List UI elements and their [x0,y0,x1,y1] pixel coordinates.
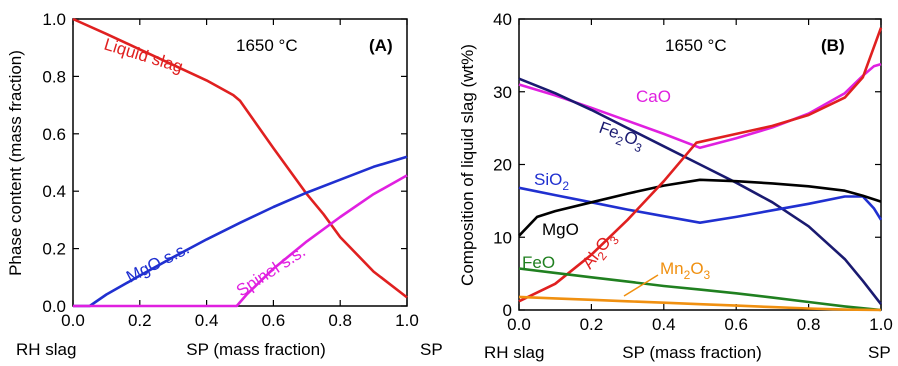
panel-b-series-sio2 [518,186,883,224]
panel-b-label-fe2o3: Fe2O3 [595,118,647,156]
panel-b-series-mn2o3 [518,295,882,312]
panel-b-label-cao: CaO [636,87,671,106]
sio2-main: SiO [534,170,562,189]
panel-a-right-end-label: SP [420,340,443,359]
panel-b-label-feo: FeO [522,253,555,272]
panel-b-xtick-label: 0.0 [507,315,531,334]
panel-b-ytick-label: 30 [493,83,512,102]
panel-a-temperature: 1650 °C [236,36,298,55]
panel-b-series-al2o3 [518,27,883,303]
panel-b-ytick-label: 10 [493,228,512,247]
panel-b-series-fe2o3 [518,77,883,305]
panel-b-xtick-label: 0.8 [797,315,821,334]
panel-a: 0.0 0.2 0.4 0.6 0.8 1.0 0.0 0.2 0.4 0.6 0.8 1.0 (A)… [6,10,443,359]
fe2o3-sub1: 2 [614,133,625,149]
panel-b-label: (B) [821,36,845,55]
panel-a-label-mgo-ss: MgO s.s. [123,239,192,287]
panel-b-label-sio2: SiO2 [534,170,569,193]
panel-a-left-end-label: RH slag [16,340,76,359]
panel-a-ytick-label: 0.0 [42,297,66,316]
panel-b-ylabel: Composition of liquid slag (wt%) [458,44,477,286]
panel-a-ylabel: Phase content (mass fraction) [6,50,25,276]
panel-a-xtick-label: 0.4 [195,311,219,330]
panel-a-series-liquid-slag [72,17,408,299]
panel-a-xtick-label: 0.8 [328,311,352,330]
panel-b-label-mn2o3: Mn2O3 [660,259,711,282]
fe2o3-mid: O [622,127,641,149]
panel-a-ytick-label: 0.4 [42,182,66,201]
panel-a-label: (A) [369,36,393,55]
panel-a-series-spinel-s-s [73,174,408,308]
panel-b-ytick-label: 20 [493,156,512,175]
panel-a-label-liquid-slag: Liquid slag [102,35,185,77]
panel-b-series-feo [518,267,882,312]
mn2o3-main: Mn [660,259,684,278]
panel-a-ytick-label: 0.8 [42,67,66,86]
panel-b-xtick-label: 0.2 [580,315,604,334]
panel-a-ytick-label: 0.6 [42,125,66,144]
mn2o3-sub1: 2 [684,268,691,282]
panel-a-ytick-label: 1.0 [42,10,66,29]
panel-b-xlabel: SP (mass fraction) [622,343,762,362]
panel-b-xtick-label: 0.6 [724,315,748,334]
panel-b-temperature: 1650 °C [665,36,727,55]
panel-b-xtick-label: 1.0 [869,315,893,334]
panel-a-label-spinel-ss: Spinel s.s. [233,242,309,301]
panel-a-series-mgo-s-s [73,155,408,308]
mn2o3-mid: O [690,259,703,278]
panel-a-xlabel: SP (mass fraction) [186,340,326,359]
panel-b-series-mgo [518,178,882,237]
panel-a-xtick-label: 0.6 [262,311,286,330]
panel-a-xtick-label: 0.2 [128,311,152,330]
panel-b-ytick-label: 40 [493,10,512,29]
panel-b-right-end-label: SP [868,343,891,362]
panel-a-ytick-label: 0.2 [42,240,66,259]
panel-a-frame [72,18,408,307]
panel-b-ytick-label: 0 [503,301,512,320]
mn2o3-pointer [623,274,659,297]
panel-a-xtick-label: 0.0 [61,311,85,330]
panel-b-xtick-label: 0.4 [652,315,676,334]
sio2-sub1: 2 [562,179,569,193]
panel-b-left-end-label: RH slag [484,343,544,362]
mn2o3-sub2: 3 [704,268,711,282]
fe2o3-sub2: 3 [633,140,644,156]
panel-b-label-mgo: MgO [542,220,579,239]
panel-b-label-al2o3: Al2O3 [578,228,622,275]
panel-a-xtick-label: 1.0 [395,311,419,330]
